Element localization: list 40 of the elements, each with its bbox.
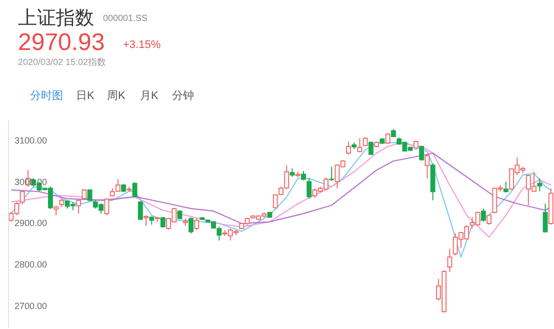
y-tick-label: 2700.00 [14, 300, 48, 311]
candlestick [132, 182, 138, 198]
candlestick [194, 218, 200, 231]
candlestick [503, 181, 508, 193]
candlestick [357, 138, 362, 153]
text: 分时图 [30, 89, 63, 102]
y-tick-label: 2900.00 [14, 218, 48, 228]
candlestick [537, 178, 542, 192]
candlestick [424, 154, 430, 179]
y-tick-label: 2800.00 [14, 260, 48, 270]
y-tick-label: 3100.00 [14, 135, 48, 146]
candlestick [20, 189, 25, 205]
candlestick [413, 140, 418, 150]
candlestick [329, 166, 334, 182]
text: +3.15% [123, 39, 161, 51]
candlestick [480, 208, 486, 222]
candlestick [76, 198, 82, 214]
line-series [10, 142, 552, 238]
candlestick [138, 200, 143, 220]
candlestick [385, 132, 390, 145]
text: 日K [76, 90, 95, 102]
candlestick [447, 248, 452, 272]
text: 周K [107, 90, 126, 102]
text: 月K [140, 90, 159, 102]
candlestick [542, 203, 548, 234]
text: 分钟 [172, 90, 194, 102]
chart-subtitle: 000001.SS [103, 13, 148, 23]
candlestick [419, 145, 424, 162]
text: 2970.93 [18, 29, 105, 56]
candlestick [144, 214, 149, 226]
chart-title: 上证指数 [18, 8, 94, 29]
candlestick [87, 188, 92, 202]
candlestick [54, 205, 59, 216]
candlestick [346, 141, 351, 155]
text: 2020/03/02 15:02指数 [18, 57, 106, 67]
candlestick [104, 198, 110, 216]
candlestick [188, 217, 194, 234]
candlestick [368, 141, 374, 156]
candlestick [306, 178, 312, 200]
candlestick [301, 170, 306, 181]
